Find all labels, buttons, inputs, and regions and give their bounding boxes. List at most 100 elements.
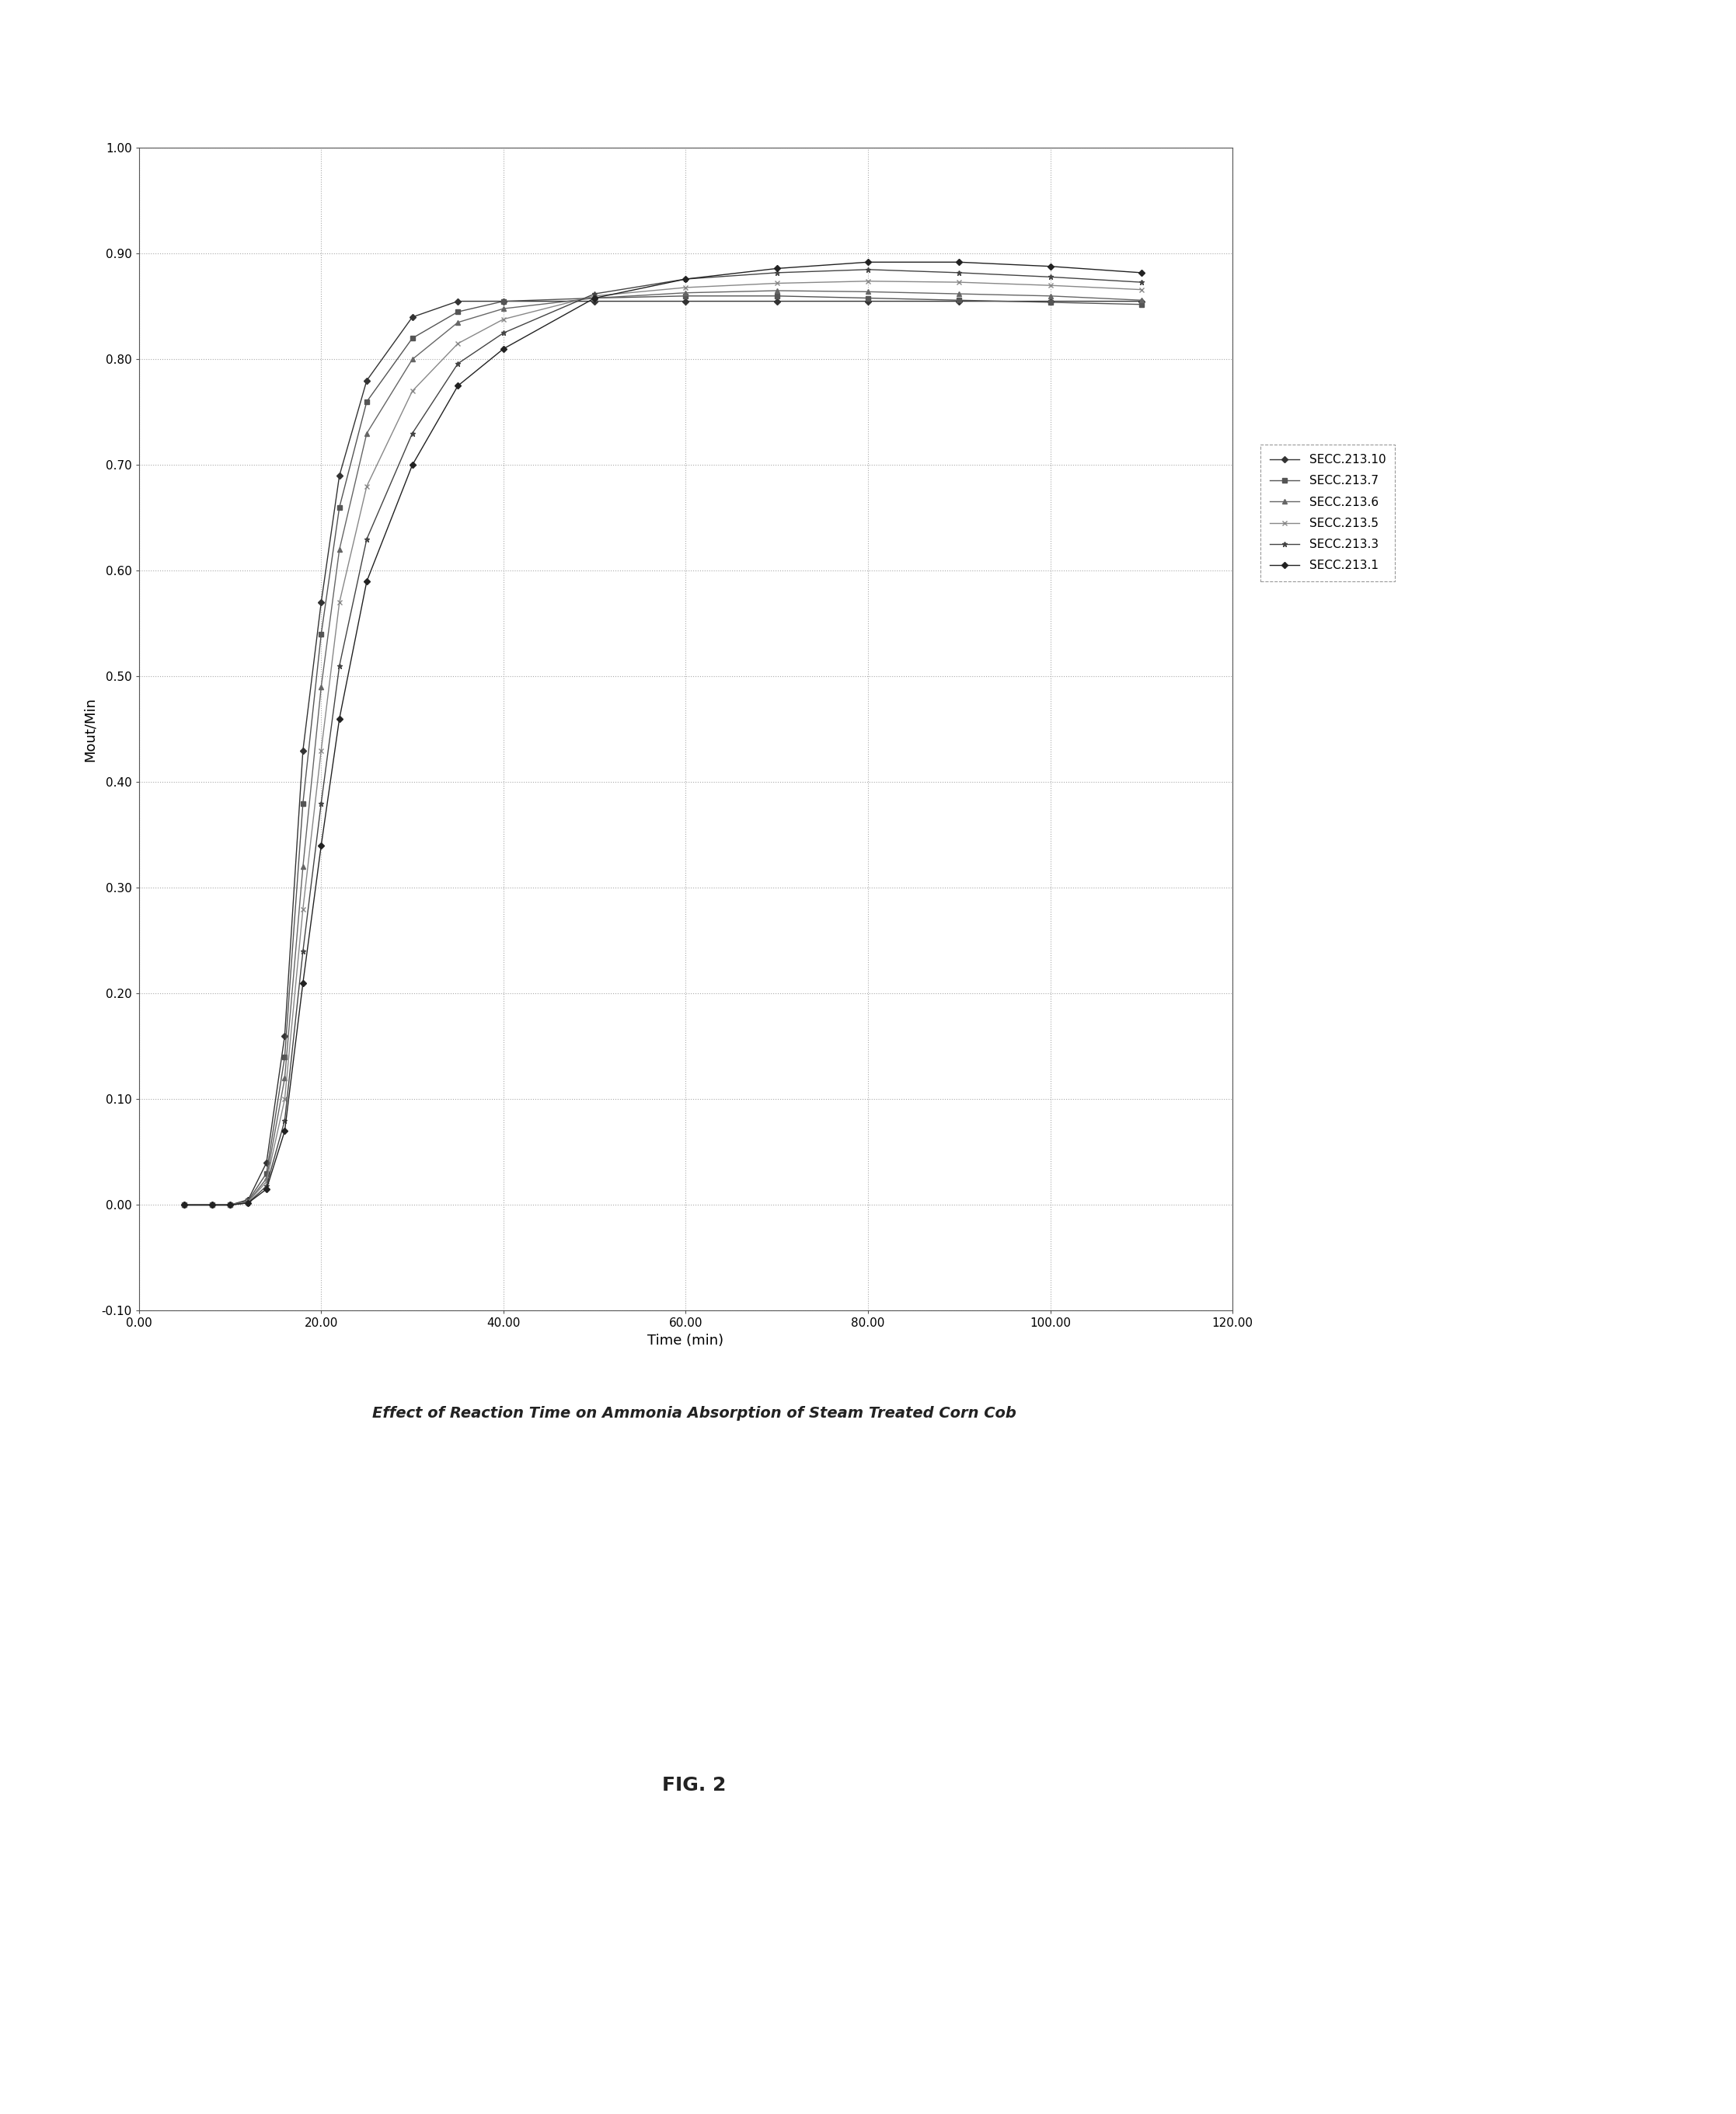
SECC.213.1 — [1040, 254, 1061, 279]
SECC.213.10 — [257, 1150, 278, 1175]
SECC.213.1 — [948, 249, 969, 275]
SECC.213.6 — [356, 421, 377, 446]
Line: SECC.213.3: SECC.213.3 — [182, 266, 1144, 1207]
SECC.213.5 — [311, 738, 332, 763]
SECC.213.10 — [219, 1192, 240, 1218]
SECC.213.5 — [766, 271, 786, 296]
SECC.213.6 — [583, 285, 604, 311]
SECC.213.7 — [448, 298, 469, 323]
SECC.213.6 — [328, 537, 349, 562]
SECC.213.10 — [238, 1188, 259, 1213]
SECC.213.7 — [948, 288, 969, 313]
Line: SECC.213.6: SECC.213.6 — [182, 288, 1144, 1207]
SECC.213.7 — [1130, 292, 1151, 317]
SECC.213.5 — [257, 1169, 278, 1194]
SECC.213.10 — [948, 290, 969, 315]
SECC.213.5 — [1040, 273, 1061, 298]
SECC.213.3 — [238, 1190, 259, 1216]
SECC.213.5 — [675, 275, 696, 300]
SECC.213.7 — [238, 1188, 259, 1213]
SECC.213.5 — [201, 1192, 222, 1218]
Legend: SECC.213.10, SECC.213.7, SECC.213.6, SECC.213.5, SECC.213.3, SECC.213.1: SECC.213.10, SECC.213.7, SECC.213.6, SEC… — [1260, 444, 1396, 581]
SECC.213.5 — [274, 1087, 295, 1112]
SECC.213.6 — [174, 1192, 194, 1218]
SECC.213.5 — [858, 268, 878, 294]
SECC.213.6 — [201, 1192, 222, 1218]
Line: SECC.213.5: SECC.213.5 — [182, 279, 1144, 1207]
SECC.213.10 — [311, 590, 332, 615]
SECC.213.1 — [311, 833, 332, 858]
SECC.213.6 — [238, 1188, 259, 1213]
SECC.213.10 — [766, 290, 786, 315]
SECC.213.5 — [328, 590, 349, 615]
SECC.213.1 — [858, 249, 878, 275]
SECC.213.3 — [311, 791, 332, 816]
SECC.213.10 — [1040, 290, 1061, 315]
Text: FIG. 2: FIG. 2 — [663, 1776, 726, 1795]
SECC.213.7 — [274, 1044, 295, 1070]
SECC.213.7 — [1040, 290, 1061, 315]
SECC.213.10 — [493, 290, 514, 315]
SECC.213.7 — [292, 791, 312, 816]
SECC.213.6 — [448, 311, 469, 336]
SECC.213.1 — [401, 452, 422, 478]
Line: SECC.213.7: SECC.213.7 — [182, 294, 1144, 1207]
SECC.213.10 — [174, 1192, 194, 1218]
SECC.213.3 — [583, 281, 604, 307]
SECC.213.10 — [858, 290, 878, 315]
SECC.213.7 — [766, 283, 786, 309]
SECC.213.5 — [493, 307, 514, 332]
SECC.213.3 — [292, 939, 312, 964]
SECC.213.1 — [292, 970, 312, 996]
SECC.213.3 — [448, 351, 469, 376]
SECC.213.10 — [1130, 290, 1151, 315]
SECC.213.5 — [401, 378, 422, 404]
SECC.213.6 — [274, 1065, 295, 1091]
SECC.213.7 — [493, 290, 514, 315]
SECC.213.3 — [201, 1192, 222, 1218]
SECC.213.5 — [948, 268, 969, 294]
SECC.213.7 — [328, 495, 349, 520]
SECC.213.10 — [583, 290, 604, 315]
SECC.213.1 — [174, 1192, 194, 1218]
SECC.213.1 — [219, 1192, 240, 1218]
SECC.213.6 — [1130, 288, 1151, 313]
SECC.213.3 — [948, 260, 969, 285]
SECC.213.5 — [448, 330, 469, 355]
SECC.213.3 — [174, 1192, 194, 1218]
SECC.213.6 — [401, 347, 422, 372]
SECC.213.5 — [356, 474, 377, 499]
SECC.213.1 — [1130, 260, 1151, 285]
SECC.213.10 — [201, 1192, 222, 1218]
SECC.213.1 — [238, 1190, 259, 1216]
SECC.213.7 — [311, 622, 332, 647]
SECC.213.3 — [257, 1173, 278, 1199]
SECC.213.1 — [493, 336, 514, 361]
X-axis label: Time (min): Time (min) — [648, 1334, 724, 1347]
SECC.213.1 — [201, 1192, 222, 1218]
SECC.213.3 — [1130, 268, 1151, 294]
SECC.213.10 — [675, 290, 696, 315]
SECC.213.3 — [1040, 264, 1061, 290]
SECC.213.5 — [1130, 277, 1151, 302]
SECC.213.6 — [1040, 283, 1061, 309]
Line: SECC.213.1: SECC.213.1 — [182, 260, 1144, 1207]
SECC.213.7 — [174, 1192, 194, 1218]
SECC.213.6 — [858, 279, 878, 304]
Line: SECC.213.10: SECC.213.10 — [182, 298, 1144, 1207]
SECC.213.7 — [583, 285, 604, 311]
SECC.213.7 — [201, 1192, 222, 1218]
SECC.213.1 — [675, 266, 696, 292]
SECC.213.3 — [766, 260, 786, 285]
SECC.213.3 — [675, 266, 696, 292]
SECC.213.6 — [219, 1192, 240, 1218]
SECC.213.6 — [292, 854, 312, 879]
SECC.213.1 — [328, 706, 349, 731]
SECC.213.1 — [356, 569, 377, 594]
SECC.213.5 — [292, 896, 312, 922]
Text: Effect of Reaction Time on Ammonia Absorption of Steam Treated Corn Cob: Effect of Reaction Time on Ammonia Absor… — [372, 1406, 1017, 1421]
SECC.213.3 — [274, 1108, 295, 1133]
SECC.213.7 — [401, 326, 422, 351]
SECC.213.10 — [274, 1023, 295, 1049]
SECC.213.1 — [583, 285, 604, 311]
